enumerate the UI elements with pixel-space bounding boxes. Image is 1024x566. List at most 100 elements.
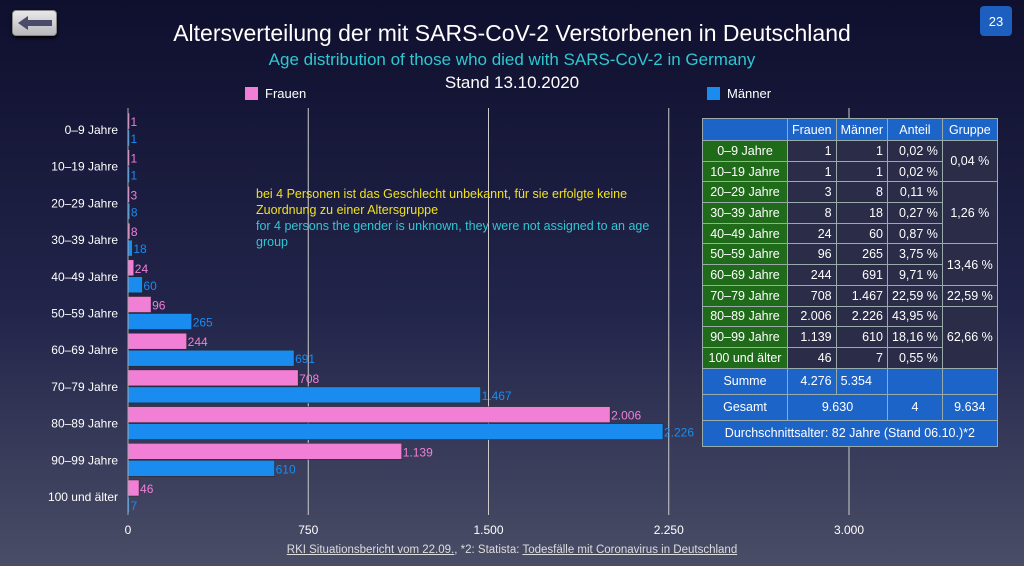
data-label: 610	[276, 462, 296, 476]
table-cell: 0,55 %	[887, 346, 943, 369]
data-label: 46	[140, 482, 154, 496]
note: bei 4 Personen ist das Geschlecht unbeka…	[256, 187, 650, 249]
bar-maenner	[127, 349, 295, 367]
page-subtitle: Age distribution of those who died with …	[268, 50, 756, 69]
table-cell: 96	[787, 243, 837, 266]
data-label: 265	[193, 316, 213, 330]
bar-frauen	[127, 406, 611, 423]
source-link-rki[interactable]: RKI Situationsbericht vom 22.09.	[286, 544, 455, 556]
data-label: 1	[131, 132, 138, 146]
table-cell: 0,02 %	[887, 140, 943, 162]
table-cell: 1	[787, 160, 837, 183]
table-cell: 100 und älter	[702, 346, 788, 369]
date-label: Stand 13.10.2020	[444, 73, 580, 92]
table-cell: 80–89 Jahre	[702, 305, 788, 328]
table-cell: 0,87 %	[887, 222, 943, 245]
bar-frauen	[127, 332, 187, 350]
category-label: 70–79 Jahre	[51, 380, 118, 394]
gesamt-known: 9.630	[787, 393, 888, 421]
category-label: 20–29 Jahre	[51, 196, 118, 210]
gesamt-label: Gesamt	[702, 393, 788, 421]
table-cell: 90–99 Jahre	[702, 326, 788, 348]
table-header: Anteil	[887, 118, 943, 141]
table-cell: 60–69 Jahre	[702, 264, 788, 286]
group-share: 1,26 %	[941, 181, 998, 245]
data-label: 3	[131, 188, 138, 202]
table-cell: 22,59 %	[887, 284, 943, 307]
table-cell: 40–49 Jahre	[702, 222, 788, 245]
summe-label: Summe	[702, 367, 788, 395]
data-label: 708	[299, 372, 319, 386]
x-tick-label: 1.500	[473, 523, 503, 537]
data-label: 8	[131, 225, 138, 239]
x-tick-label: 3.000	[834, 523, 864, 537]
table-cell: 0–9 Jahre	[702, 140, 788, 162]
data-label: 60	[143, 279, 157, 293]
table-row: 70–79 Jahre 708 1.467 22,59 % 22,59 %	[702, 284, 998, 307]
bar-maenner	[127, 276, 143, 294]
table-cell: 18	[835, 202, 889, 224]
summe-frauen: 4.276	[787, 367, 837, 395]
table-cell: 8	[835, 181, 889, 204]
data-label: 1	[131, 152, 138, 166]
bar-maenner	[127, 239, 133, 257]
table-cell: 3,75 %	[887, 243, 943, 266]
table-header: Männer	[835, 118, 889, 141]
category-label: 80–89 Jahre	[51, 417, 118, 431]
table-header	[702, 118, 788, 141]
table-row: 10–19 Jahre 1 1 0,02 %	[702, 160, 998, 183]
table-header: Gruppe	[941, 118, 998, 141]
table-row: 30–39 Jahre 8 18 0,27 %	[702, 202, 998, 224]
average-age: Durchschnittsalter: 82 Jahre (Stand 06.1…	[702, 419, 998, 447]
data-label: 244	[188, 335, 208, 349]
summe-maenner: 5.354	[835, 367, 889, 395]
table-cell: 691	[835, 264, 889, 286]
table-cell: 1	[835, 140, 889, 162]
data-label: 1	[131, 169, 138, 183]
source-link-statista[interactable]: Todesfälle mit Coronavirus in Deutschlan…	[522, 544, 738, 556]
gesamt-unknown: 4	[887, 393, 943, 421]
table-row: 20–29 Jahre 3 8 0,11 % 1,26 %	[702, 181, 998, 245]
table-cell: 0,11 %	[887, 181, 943, 204]
table-cell: 24	[787, 222, 837, 245]
table-cell: 60	[835, 222, 889, 245]
source: RKI Situationsbericht vom 22.09., *2: St…	[286, 544, 738, 556]
data-label: 96	[152, 299, 166, 313]
gesamt-total: 9.634	[941, 393, 998, 421]
table-cell: 46	[787, 346, 837, 369]
bar-maenner	[127, 386, 481, 404]
table-cell: 610	[835, 326, 889, 348]
table-row: 40–49 Jahre 24 60 0,87 %	[702, 222, 998, 245]
table-cell: 20–29 Jahre	[702, 181, 788, 204]
group-share: 0,04 %	[941, 139, 998, 183]
bar-maenner	[127, 313, 192, 330]
table-cell: 244	[787, 264, 837, 286]
data-label: 8	[131, 205, 138, 219]
table-row: 80–89 Jahre 2.006 2.226 43,95 % 62,66 %	[702, 305, 998, 369]
table-row: 90–99 Jahre 1.139 610 18,16 %	[702, 326, 998, 348]
table-cell: 70–79 Jahre	[702, 284, 788, 307]
bar-maenner	[127, 423, 664, 440]
table-cell: 9,71 %	[887, 264, 943, 286]
back-button[interactable]	[12, 10, 57, 36]
category-label: 10–19 Jahre	[51, 160, 118, 174]
table-cell: 10–19 Jahre	[702, 160, 788, 183]
group-share: 62,66 %	[941, 305, 998, 369]
table-cell: 7	[835, 346, 889, 369]
table-cell: 43,95 %	[887, 305, 943, 328]
x-tick-label: 2.250	[654, 523, 684, 537]
legend-frauen: Frauen	[245, 86, 306, 101]
legend-maenner: Männer	[707, 86, 771, 101]
data-table: Frauen Männer Anteil Gruppe 0–9 Jahre 1 1 0,02 …	[702, 118, 998, 447]
table-cell: 8	[787, 202, 837, 224]
table-cell: 50–59 Jahre	[702, 243, 788, 266]
data-label: 1.139	[403, 445, 433, 459]
arrow-left-icon	[17, 16, 52, 30]
bar-frauen	[127, 259, 135, 277]
group-share: 22,59 %	[941, 284, 998, 307]
data-label: 18	[133, 242, 147, 256]
group-share: 13,46 %	[941, 243, 998, 286]
bar-frauen	[127, 479, 140, 497]
bar-frauen	[127, 443, 402, 460]
